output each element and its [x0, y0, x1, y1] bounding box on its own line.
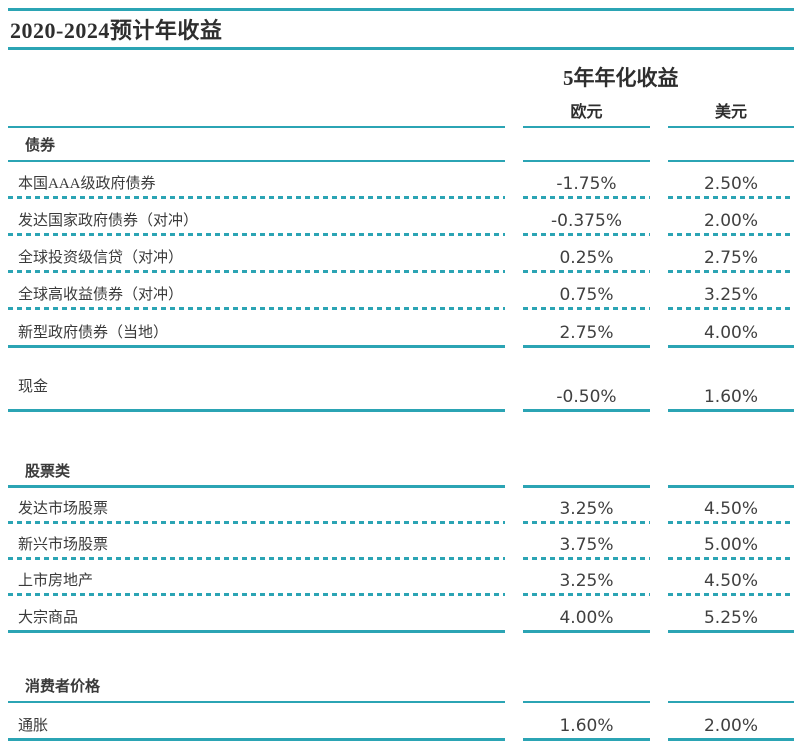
table-row-cash: 现金 -0.50% 1.60% [8, 348, 794, 412]
empty-cell [523, 128, 650, 162]
row-value-usd: 4.00% [668, 310, 794, 348]
column-gap [505, 236, 523, 273]
section-header-label: 债券 [8, 128, 505, 162]
column-header-row: 欧元 美元 [8, 88, 794, 128]
row-value-usd: 2.00% [668, 199, 794, 236]
row-value-usd: 4.50% [668, 560, 794, 596]
row-value-eur: 2.75% [523, 310, 650, 348]
row-label: 通胀 [8, 703, 505, 741]
column-gap [505, 703, 523, 741]
row-label: 全球高收益债券（对冲） [8, 273, 505, 310]
column-header-eur: 欧元 [523, 88, 650, 128]
table-row: 发达国家政府债券（对冲） -0.375% 2.00% [8, 199, 794, 236]
column-gap [650, 348, 668, 412]
row-value-usd: 4.50% [668, 488, 794, 524]
report-table-page: 2020-2024预计年收益 5年年化收益 欧元 美元 债券 本国AAA级政府债… [8, 8, 794, 741]
row-value-eur: 1.60% [523, 703, 650, 741]
column-gap [505, 560, 523, 596]
column-gap [650, 88, 668, 128]
column-gap [505, 273, 523, 310]
column-gap [505, 310, 523, 348]
section-header-label: 股票类 [8, 412, 505, 488]
empty-cell [668, 128, 794, 162]
table-row: 发达市场股票 3.25% 4.50% [8, 488, 794, 524]
table-header-block: 5年年化收益 欧元 美元 [8, 50, 794, 128]
table-row: 上市房地产 3.25% 4.50% [8, 560, 794, 596]
row-value-eur: -1.75% [523, 162, 650, 199]
row-label: 上市房地产 [8, 560, 505, 596]
empty-cell [523, 633, 650, 703]
column-header-spacer [8, 88, 505, 128]
row-value-eur: 3.25% [523, 488, 650, 524]
column-gap [650, 488, 668, 524]
column-header-usd: 美元 [668, 88, 794, 128]
page-title: 2020-2024预计年收益 [10, 18, 223, 43]
row-label: 发达市场股票 [8, 488, 505, 524]
title-divider [8, 47, 794, 50]
table-row: 新兴市场股票 3.75% 5.00% [8, 524, 794, 560]
column-gap [505, 524, 523, 560]
table-row: 全球高收益债券（对冲） 0.75% 3.25% [8, 273, 794, 310]
section-header-label: 消费者价格 [8, 633, 505, 703]
column-gap [650, 633, 668, 703]
row-label: 大宗商品 [8, 596, 505, 633]
section-header-row-bonds: 债券 [8, 128, 794, 162]
column-gap [650, 703, 668, 741]
column-gap [650, 199, 668, 236]
row-value-eur: 3.75% [523, 524, 650, 560]
row-value-usd: 5.00% [668, 524, 794, 560]
row-label: 全球投资级信贷（对冲） [8, 236, 505, 273]
column-gap [650, 560, 668, 596]
row-value-usd: 2.00% [668, 703, 794, 741]
empty-cell [668, 633, 794, 703]
column-gap [650, 162, 668, 199]
empty-cell [523, 412, 650, 488]
row-value-eur: -0.50% [523, 348, 650, 412]
row-value-usd: 2.75% [668, 236, 794, 273]
column-gap [650, 236, 668, 273]
row-value-usd: 3.25% [668, 273, 794, 310]
column-gap [505, 128, 523, 162]
column-gap [505, 412, 523, 488]
column-gap [505, 596, 523, 633]
section-header-row-equities: 股票类 [8, 412, 794, 488]
column-gap [505, 88, 523, 128]
table-row: 新型政府债券（当地） 2.75% 4.00% [8, 310, 794, 348]
section-header-row-consumer-prices: 消费者价格 [8, 633, 794, 703]
column-gap [505, 162, 523, 199]
row-label: 发达国家政府债券（对冲） [8, 199, 505, 236]
table-row: 全球投资级信贷（对冲） 0.25% 2.75% [8, 236, 794, 273]
column-gap [505, 348, 523, 412]
table-row-inflation: 通胀 1.60% 2.00% [8, 703, 794, 741]
empty-cell [668, 412, 794, 488]
row-value-eur: -0.375% [523, 199, 650, 236]
column-gap [650, 310, 668, 348]
row-label: 新兴市场股票 [8, 524, 505, 560]
row-value-eur: 0.75% [523, 273, 650, 310]
table-row: 本国AAA级政府债券 -1.75% 2.50% [8, 162, 794, 199]
table-row: 大宗商品 4.00% 5.25% [8, 596, 794, 633]
row-value-usd: 2.50% [668, 162, 794, 199]
column-gap [650, 412, 668, 488]
row-value-eur: 4.00% [523, 596, 650, 633]
column-group-header: 5年年化收益 [563, 66, 679, 90]
row-label: 现金 [8, 348, 505, 412]
column-gap [650, 596, 668, 633]
column-gap [650, 524, 668, 560]
row-value-eur: 3.25% [523, 560, 650, 596]
row-label: 本国AAA级政府债券 [8, 162, 505, 199]
top-divider [8, 8, 794, 11]
row-label: 新型政府债券（当地） [8, 310, 505, 348]
column-gap [650, 128, 668, 162]
row-value-usd: 5.25% [668, 596, 794, 633]
row-value-usd: 1.60% [668, 348, 794, 412]
column-gap [505, 488, 523, 524]
title-block: 2020-2024预计年收益 [8, 11, 794, 47]
row-value-eur: 0.25% [523, 236, 650, 273]
column-gap [650, 273, 668, 310]
column-gap [505, 199, 523, 236]
column-gap [505, 633, 523, 703]
